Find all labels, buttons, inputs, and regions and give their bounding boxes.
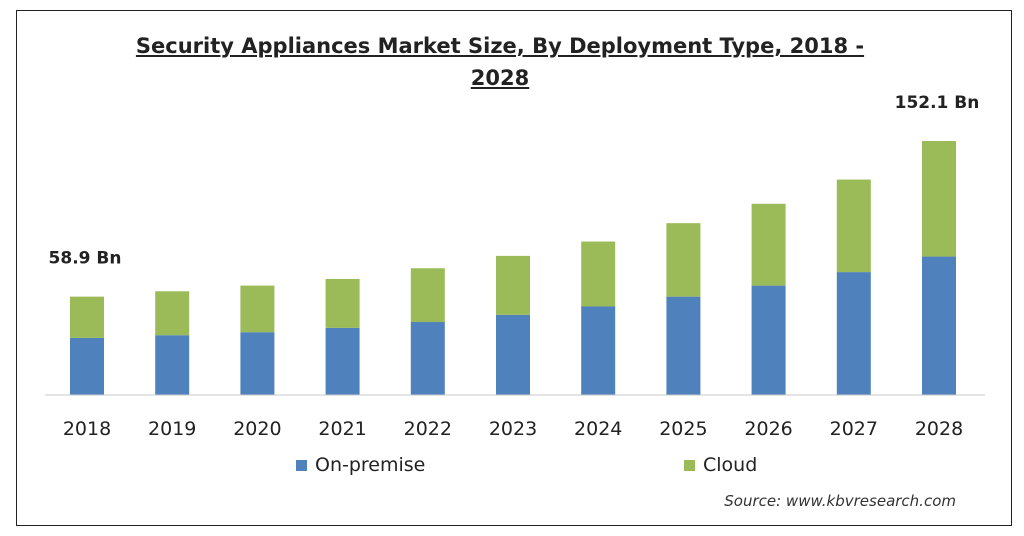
bar-cloud-2018 [70,296,104,338]
x-tick-label-2022: 2022 [404,418,452,440]
bar-on-premise-2025 [666,296,701,395]
bar-on-premise-2021 [325,327,360,395]
bar-cloud-2025 [666,223,701,297]
legend-label-cloud: Cloud [703,454,758,476]
x-tick-label-2025: 2025 [659,418,707,440]
chart-title: Security Appliances Market Size, By Depl… [135,34,865,90]
x-tick-label-2019: 2019 [148,418,196,440]
source-text: Source: www.kbvresearch.com [724,492,956,510]
bar-cloud-2023 [496,255,530,315]
x-tick-label-2026: 2026 [744,418,792,440]
bar-cloud-2027 [836,179,871,273]
legend-swatch-on-premise [296,459,307,471]
bar-cloud-2022 [410,268,445,323]
x-tick-label-2028: 2028 [915,418,963,440]
bar-on-premise-2026 [751,285,786,395]
x-tick-label-2020: 2020 [233,418,281,440]
legend-swatch-cloud [684,459,695,471]
bar-on-premise-2027 [836,272,871,395]
bar-cloud-2019 [155,291,190,336]
data-label-2018: 58.9 Bn [49,249,122,269]
bar-on-premise-2022 [410,322,445,395]
x-tick-label-2023: 2023 [489,418,537,440]
legend-item-on-premise: On-premise [296,454,425,476]
bar-cloud-2020 [240,285,275,333]
bar-on-premise-2019 [155,335,190,395]
bar-on-premise-2018 [70,337,104,395]
bar-cloud-2021 [325,278,360,328]
x-tick-label-2024: 2024 [574,418,622,440]
x-tick-label-2021: 2021 [318,418,366,440]
data-label-2028: 152.1 Bn [895,93,980,113]
bar-on-premise-2024 [581,306,616,395]
bar-on-premise-2020 [240,332,275,395]
legend-item-cloud: Cloud [684,454,757,476]
x-tick-label-2027: 2027 [830,418,878,440]
bar-cloud-2028 [922,141,956,257]
bar-on-premise-2023 [496,314,530,395]
x-tick-label-2018: 2018 [63,418,111,440]
bar-on-premise-2028 [922,256,956,395]
bar-cloud-2024 [581,241,616,307]
legend-label-on-premise: On-premise [315,454,426,476]
bar-cloud-2026 [751,203,786,286]
